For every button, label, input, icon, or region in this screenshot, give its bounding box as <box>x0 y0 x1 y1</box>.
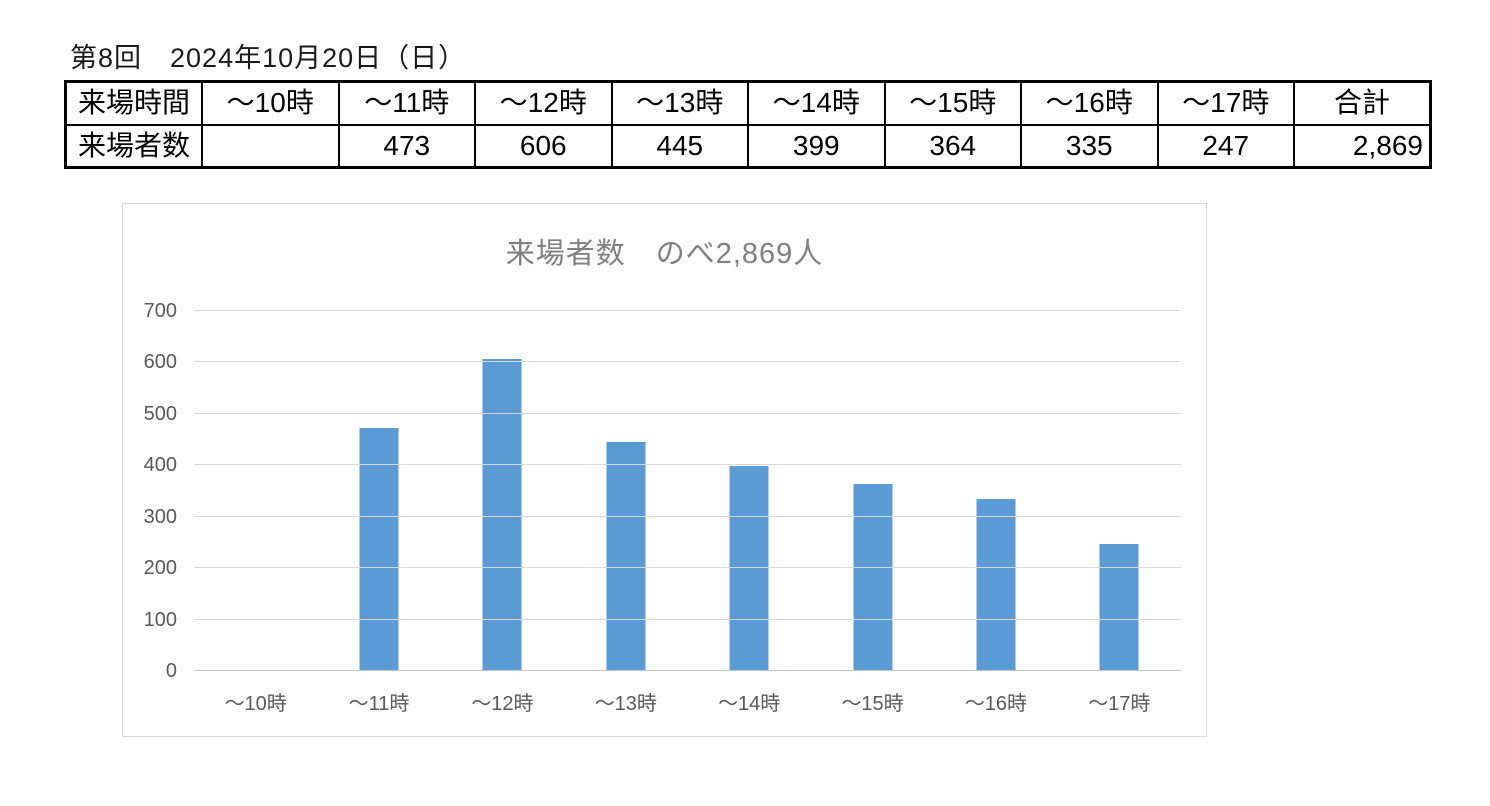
page-title: 第8回 2024年10月20日（日） <box>70 43 467 73</box>
bar-slot <box>441 311 564 671</box>
table-value-cell: 247 <box>1156 123 1295 169</box>
y-tick-label: 500 <box>143 402 177 425</box>
y-tick-label: 100 <box>143 608 177 631</box>
x-tick-label: ～12時 <box>471 693 534 715</box>
y-axis: 0 100 200 300 400 500 600 700 <box>123 301 177 681</box>
table-row: 来場時間 ～10時 ～11時 ～12時 ～13時 ～14時 ～15時 ～16時 ～17時 合計 <box>64 80 1432 126</box>
table-value-cell <box>201 123 340 169</box>
table-header-cell: ～10時 <box>201 80 340 126</box>
x-tick-label: ～17時 <box>1088 693 1151 715</box>
bar-slot <box>811 311 934 671</box>
table-header-cell: 合計 <box>1293 80 1432 126</box>
bar <box>729 465 769 671</box>
table-header-cell: ～14時 <box>747 80 886 126</box>
bar <box>1099 543 1139 671</box>
y-tick-label: 0 <box>165 660 177 682</box>
gridline <box>194 618 1181 620</box>
table-value-cell: 364 <box>883 123 1022 169</box>
gridline <box>194 515 1181 517</box>
table-value-cell: 473 <box>337 123 476 169</box>
x-axis-line <box>194 670 1181 671</box>
bar-slot <box>688 311 811 671</box>
y-tick-label: 700 <box>143 300 177 322</box>
table-header-cell: ～12時 <box>474 80 613 126</box>
table-header-cell: ～15時 <box>883 80 1022 126</box>
visitor-table-body: 来場時間 ～10時 ～11時 ～12時 ～13時 ～14時 ～15時 ～16時 ～17時 合計 来場… <box>64 80 1432 169</box>
x-tick-label: ～10時 <box>224 693 287 715</box>
gridline <box>194 412 1181 414</box>
table-value-cell: 606 <box>474 123 613 169</box>
table-value-cell: 来場者数 <box>64 123 203 169</box>
bar-series <box>194 311 1181 671</box>
table-value-cell: 2,869 <box>1293 123 1432 169</box>
chart-title: 来場者数 のべ2,869人 <box>505 238 824 270</box>
bar <box>853 483 893 671</box>
table-header-cell: ～16時 <box>1020 80 1159 126</box>
table-header-cell: ～17時 <box>1156 80 1295 126</box>
gridline <box>194 361 1181 363</box>
y-tick-label: 300 <box>143 505 177 528</box>
table-header-cell: ～11時 <box>337 80 476 126</box>
table-header-cell: ～13時 <box>610 80 749 126</box>
table-value-cell: 335 <box>1020 123 1159 169</box>
y-tick-label: 200 <box>143 557 177 580</box>
bar <box>606 442 646 671</box>
bar <box>359 427 399 671</box>
plot-area <box>194 310 1181 671</box>
table-row: 来場者数 473 606 445 399 364 335 247 2,869 <box>64 123 1432 169</box>
x-tick-label: ～15時 <box>841 693 904 715</box>
y-tick-label: 400 <box>143 454 177 477</box>
table-value-cell: 399 <box>747 123 886 169</box>
x-tick-label: ～16時 <box>964 693 1028 715</box>
x-tick-label: ～13時 <box>594 693 657 715</box>
table-header-cell: 来場時間 <box>64 80 203 126</box>
x-tick-label: ～11時 <box>348 693 410 715</box>
bar-slot <box>194 311 317 671</box>
bar-slot <box>317 311 440 671</box>
y-tick-label: 600 <box>143 351 177 374</box>
bar-slot <box>564 311 687 671</box>
x-axis: ～10時 ～11時 ～12時 ～13時 ～14時 ～15時 ～16時 ～17時 <box>194 687 1181 716</box>
bar-slot <box>934 311 1057 671</box>
visitor-bar-chart: 来場者数 のべ2,869人 0 100 200 300 400 500 600 700 ～10… <box>122 203 1207 737</box>
table-value-cell: 445 <box>610 123 749 169</box>
gridline <box>194 310 1181 311</box>
bar <box>976 498 1016 671</box>
x-tick-label: ～14時 <box>718 693 781 715</box>
gridline <box>194 567 1181 569</box>
gridline <box>194 464 1181 466</box>
visitor-table: 来場時間 ～10時 ～11時 ～12時 ～13時 ～14時 ～15時 ～16時 ～17時 合計 来場… <box>64 80 1432 169</box>
bar-slot <box>1058 311 1181 671</box>
